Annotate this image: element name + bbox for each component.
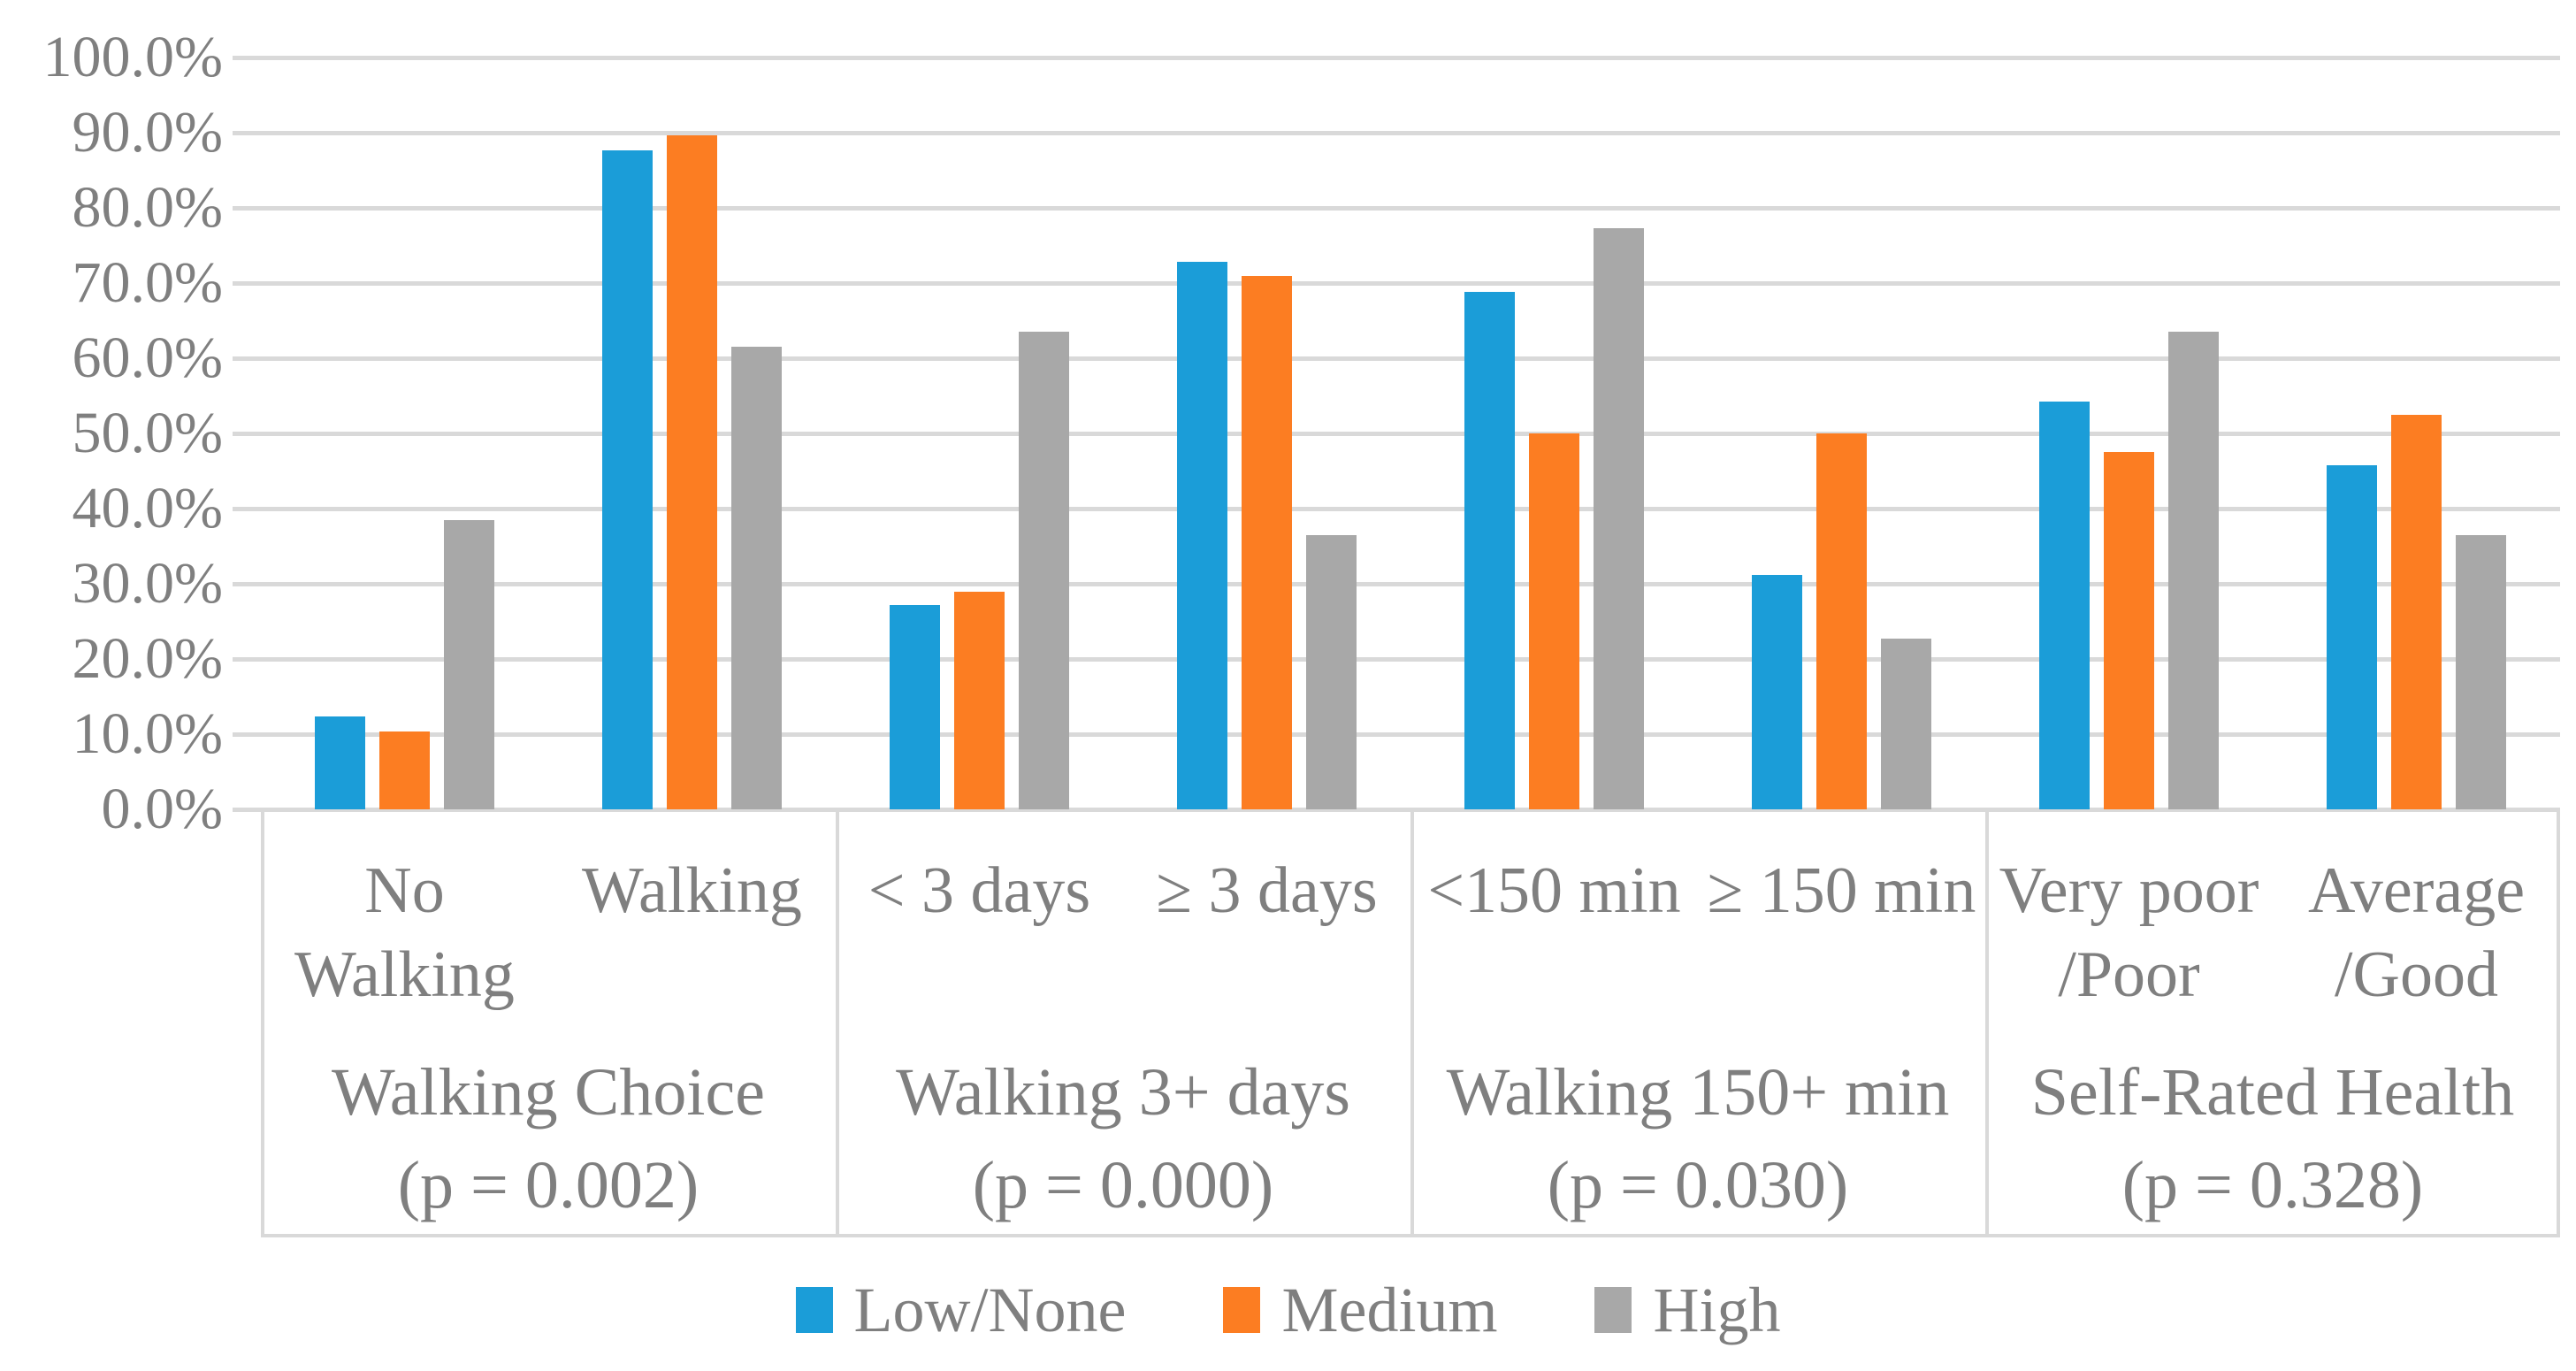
legend-label-high: High [1653,1275,1781,1345]
bar-low-none-3-days [1177,262,1227,809]
bar-low-none-150-min [1464,292,1515,809]
y-tick-label-70: 70.0% [72,250,223,315]
legend: Low/None Medium High [0,1278,2576,1342]
bar-low-none-average-good [2327,464,2377,809]
legend-item-high: High [1594,1278,1780,1342]
y-tick-label-80: 80.0% [72,175,223,240]
gridline-20 [233,656,2560,662]
bar-high-3-days [1306,534,1357,809]
gridline-70 [233,280,2560,286]
bar-high-150-min [1594,227,1644,809]
legend-swatch-high [1594,1287,1632,1333]
group-divider-4 [2557,809,2560,1234]
gridline-50 [233,431,2560,436]
bar-low-none-walking [602,150,653,809]
category-label-no-walking: No Walking [294,854,515,1011]
y-tick-label-30: 30.0% [72,551,223,616]
legend-item-medium: Medium [1223,1278,1497,1342]
group-title-walking-choice: Walking Choice (p = 0.002) [332,1055,765,1222]
bar-medium-3-days [954,591,1005,809]
category-label-150-min: <150 min [1427,854,1681,927]
group-title-walking-3-days: Walking 3+ days (p = 0.000) [896,1055,1350,1222]
category-label-walking: Walking [582,854,802,927]
category-label-very-poor-poor: Very poor /Poor [1999,854,2259,1011]
bar-medium-very-poor-poor [2104,452,2154,809]
gridline-60 [233,356,2560,361]
bar-low-none-150-min [1752,574,1802,809]
legend-swatch-medium [1223,1287,1261,1333]
gridline-30 [233,581,2560,586]
gridline-10 [233,731,2560,737]
group-title-walking-150-min: Walking 150+ min (p = 0.030) [1446,1055,1950,1222]
y-tick-label-0: 0.0% [101,777,223,841]
y-tick-label-60: 60.0% [72,326,223,390]
bar-medium-150-min [1529,433,1579,809]
category-label-3-days: ≥ 3 days [1156,854,1378,927]
y-tick-label-50: 50.0% [72,401,223,465]
legend-swatch-low-none [795,1287,833,1333]
group-divider-3 [1985,809,1989,1234]
gridline-100 [233,55,2560,60]
bar-low-none-3-days [890,604,940,809]
group-divider-2 [1410,809,1414,1234]
bar-low-none-very-poor-poor [2039,402,2090,809]
x-axis-band: No Walking Walking Walking Choice (p = 0.0… [261,809,2560,1237]
y-tick-label-20: 20.0% [72,626,223,691]
gridline-80 [233,205,2560,211]
group-divider-0 [261,809,264,1234]
legend-label-low-none: Low/None [853,1275,1127,1345]
bar-high-150-min [1881,639,1931,809]
y-tick-label-100: 100.0% [42,25,223,89]
group-title-self-rated-health: Self-Rated Health (p = 0.328) [2030,1055,2515,1222]
group-divider-1 [836,809,839,1234]
y-tick-label-10: 10.0% [72,701,223,766]
category-label-3-days: < 3 days [868,854,1091,927]
bar-medium-3-days [1242,275,1292,809]
bar-high-very-poor-poor [2168,332,2219,809]
bar-high-3-days [1019,332,1069,809]
bar-high-average-good [2456,534,2506,809]
gridline-90 [233,130,2560,135]
legend-label-medium: Medium [1281,1275,1498,1345]
category-label-150-min: ≥ 150 min [1707,854,1976,927]
legend-item-low-none: Low/None [795,1275,1127,1345]
bar-high-walking [731,347,782,809]
y-tick-label-40: 40.0% [72,476,223,540]
gridline-40 [233,506,2560,511]
bar-medium-average-good [2391,414,2442,809]
bar-medium-walking [667,135,717,809]
bar-medium-no-walking [379,731,430,809]
bar-low-none-no-walking [315,716,365,809]
plot-area [233,55,2560,812]
bar-high-no-walking [444,519,494,809]
gridline-0 [233,807,2560,812]
bar-medium-150-min [1816,433,1867,809]
y-tick-label-90: 90.0% [72,100,223,165]
category-label-average-good: Average /Good [2307,854,2526,1011]
